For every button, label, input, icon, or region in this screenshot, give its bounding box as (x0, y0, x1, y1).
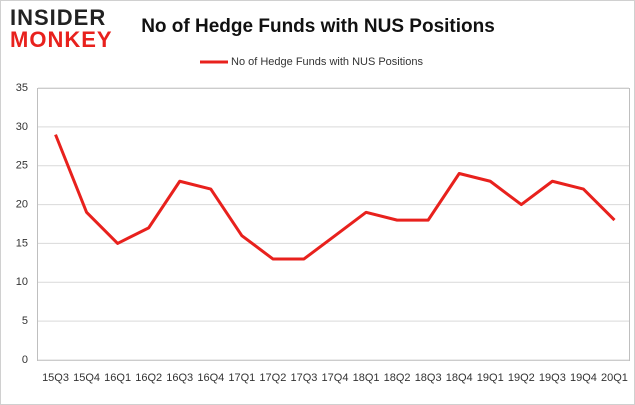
x-tick-label: 15Q3 (42, 372, 69, 384)
x-tick-label: 16Q1 (104, 372, 131, 384)
x-tick-label: 19Q4 (570, 372, 597, 384)
y-tick-label: 25 (16, 160, 28, 172)
y-tick-label: 0 (22, 354, 28, 366)
x-tick-label: 19Q2 (508, 372, 535, 384)
x-tick-label: 15Q4 (73, 372, 100, 384)
y-tick-label: 5 (22, 315, 28, 327)
x-tick-label: 16Q2 (135, 372, 162, 384)
x-tick-label: 16Q3 (166, 372, 193, 384)
y-tick-label: 10 (16, 276, 28, 288)
x-tick-label: 17Q4 (322, 372, 349, 384)
data-line (54, 134, 616, 261)
legend-label: No of Hedge Funds with NUS Positions (231, 56, 423, 68)
x-tick-label: 17Q3 (290, 372, 317, 384)
x-tick-label: 20Q1 (601, 372, 628, 384)
chart-title: No of Hedge Funds with NUS Positions (141, 16, 495, 37)
x-tick-label: 16Q4 (197, 372, 224, 384)
x-tick-label: 19Q3 (539, 372, 566, 384)
logo-top: INSIDER (10, 5, 106, 30)
x-tick-label: 18Q3 (415, 372, 442, 384)
y-tick-label: 20 (16, 198, 28, 210)
x-tick-label: 18Q2 (384, 372, 411, 384)
x-tick-label: 19Q1 (477, 372, 504, 384)
x-tick-label: 18Q4 (446, 372, 473, 384)
y-tick-label: 15 (16, 237, 28, 249)
x-tick-label: 17Q1 (228, 372, 255, 384)
x-tick-label: 18Q1 (353, 372, 380, 384)
y-tick-label: 35 (16, 82, 28, 94)
x-tick-label: 17Q2 (259, 372, 286, 384)
y-tick-label: 30 (16, 121, 28, 133)
logo-bottom: MONKEY (10, 27, 113, 52)
